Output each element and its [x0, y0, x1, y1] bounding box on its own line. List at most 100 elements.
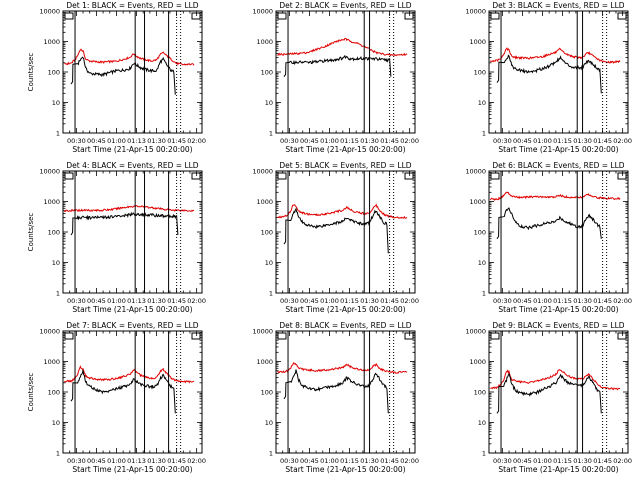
y-tick-label: 1000	[256, 38, 273, 46]
legend-box-right	[617, 332, 627, 340]
x-axis-label: Start Time (21-Apr-15 00:20:00)	[498, 305, 618, 314]
x-tick-label: 02:00	[613, 297, 632, 305]
y-tick-label: 100	[474, 389, 486, 397]
y-tick-label: 1	[56, 290, 60, 298]
y-axis-label: Counts/sec	[27, 373, 35, 412]
x-tick-label: 00:30	[280, 457, 299, 465]
x-axis-label: Start Time (21-Apr-15 00:20:00)	[72, 465, 192, 474]
x-tick-label: 01:00	[107, 137, 126, 145]
x-tick-label: 00:30	[67, 457, 86, 465]
y-tick-label: 100	[48, 389, 60, 397]
detector-panel-1: Det 1: BLACK = Events, RED = LLD 1 10 100 10…	[27, 1, 206, 154]
y-axis-label: Counts/sec	[27, 53, 35, 92]
legend-box-right	[404, 12, 414, 20]
x-tick-label: 01:00	[107, 457, 126, 465]
x-tick-label: 01:13	[127, 457, 146, 465]
legend-box-right	[191, 12, 201, 20]
x-tick-label: 00:45	[87, 457, 106, 465]
x-tick-label: 00:30	[280, 297, 299, 305]
x-axis-label: Start Time (21-Apr-15 00:20:00)	[72, 305, 192, 314]
detector-panel-2: Det 2: BLACK = Events, RED = LLD 1 10 100 10…	[252, 1, 419, 154]
detector-panel-6: Det 6: BLACK = Events, RED = LLD 1 10 100 10…	[465, 161, 632, 314]
legend-box-left	[64, 12, 74, 20]
x-tick-label: 00:30	[493, 457, 512, 465]
x-tick-label: 01:15	[340, 457, 359, 465]
y-tick-label: 10000	[252, 328, 273, 336]
detector-panel-8: Det 8: BLACK = Events, RED = LLD 1 10 100 10…	[252, 321, 419, 474]
x-tick-label: 01:13	[127, 297, 146, 305]
x-tick-label: 00:30	[67, 297, 86, 305]
y-tick-label: 1000	[469, 358, 486, 366]
x-tick-label: 02:00	[613, 457, 632, 465]
x-tick-label: 01:15	[340, 137, 359, 145]
y-tick-label: 1	[482, 450, 486, 458]
x-tick-label: 02:00	[400, 137, 419, 145]
series-lld-red	[490, 368, 621, 391]
x-tick-label: 00:45	[87, 137, 106, 145]
x-axis-label: Start Time (21-Apr-15 00:20:00)	[285, 145, 405, 154]
series-lld-red	[489, 47, 621, 64]
panel-title: Det 8: BLACK = Events, RED = LLD	[279, 321, 411, 330]
x-tick-label: 01:00	[533, 297, 552, 305]
x-tick-label: 01:15	[553, 297, 572, 305]
plot-frame	[275, 170, 416, 294]
legend-box-right	[617, 12, 627, 20]
y-tick-label: 1	[269, 450, 273, 458]
legend-box-left	[64, 332, 74, 340]
series-events-black	[283, 369, 389, 414]
x-tick-label: 00:45	[300, 297, 319, 305]
detector-panel-7: Det 7: BLACK = Events, RED = LLD 1 10 100 10…	[27, 321, 206, 474]
x-tick-label: 01:00	[107, 297, 126, 305]
y-tick-label: 100	[474, 229, 486, 237]
y-tick-label: 100	[48, 229, 60, 237]
x-tick-label: 00:45	[300, 137, 319, 145]
x-tick-label: 01:45	[593, 297, 612, 305]
y-tick-label: 10	[52, 419, 60, 427]
series-events-black	[283, 54, 392, 77]
x-axis-label: Start Time (21-Apr-15 00:20:00)	[498, 145, 618, 154]
legend-box-left	[277, 12, 287, 20]
x-tick-label: 01:13	[127, 137, 146, 145]
x-axis-label: Start Time (21-Apr-15 00:20:00)	[72, 145, 192, 154]
y-tick-label: 100	[474, 69, 486, 77]
x-tick-label: 01:00	[533, 457, 552, 465]
y-tick-label: 10000	[465, 168, 486, 176]
series-events-black	[70, 369, 176, 414]
x-tick-label: 00:45	[300, 457, 319, 465]
y-tick-label: 100	[261, 389, 273, 397]
legend-box-left	[490, 332, 500, 340]
detector-panel-5: Det 5: BLACK = Events, RED = LLD 1 10 100 10…	[252, 161, 419, 314]
x-tick-label: 02:00	[187, 457, 206, 465]
y-tick-label: 1000	[469, 198, 486, 206]
series-events-black	[496, 372, 602, 414]
y-tick-label: 10	[52, 259, 60, 267]
x-tick-label: 01:45	[380, 297, 399, 305]
x-tick-label: 01:00	[320, 457, 339, 465]
plot-frame	[62, 10, 203, 134]
series-events-black	[70, 211, 179, 236]
x-tick-label: 01:45	[593, 137, 612, 145]
y-tick-label: 1000	[256, 198, 273, 206]
y-tick-label: 10000	[252, 168, 273, 176]
panel-title: Det 9: BLACK = Events, RED = LLD	[492, 321, 624, 330]
legend-box-left	[490, 12, 500, 20]
y-tick-label: 1000	[256, 358, 273, 366]
x-tick-label: 00:30	[493, 137, 512, 145]
x-tick-label: 02:00	[613, 137, 632, 145]
detector-panel-4: Det 4: BLACK = Events, RED = LLD 1 10 100 10…	[27, 161, 206, 314]
legend-box-left	[64, 172, 74, 180]
y-tick-label: 1	[482, 290, 486, 298]
x-tick-label: 01:30	[573, 457, 592, 465]
y-tick-label: 1	[269, 130, 273, 138]
plot-frame	[488, 330, 629, 454]
series-lld-red	[63, 204, 195, 213]
y-tick-label: 1	[56, 450, 60, 458]
plot-frame	[275, 330, 416, 454]
x-tick-label: 01:45	[167, 137, 186, 145]
series-events-black	[70, 56, 176, 95]
series-lld-red	[277, 37, 408, 57]
y-tick-label: 10000	[252, 8, 273, 16]
x-tick-label: 01:30	[360, 457, 379, 465]
x-tick-label: 01:45	[167, 297, 186, 305]
